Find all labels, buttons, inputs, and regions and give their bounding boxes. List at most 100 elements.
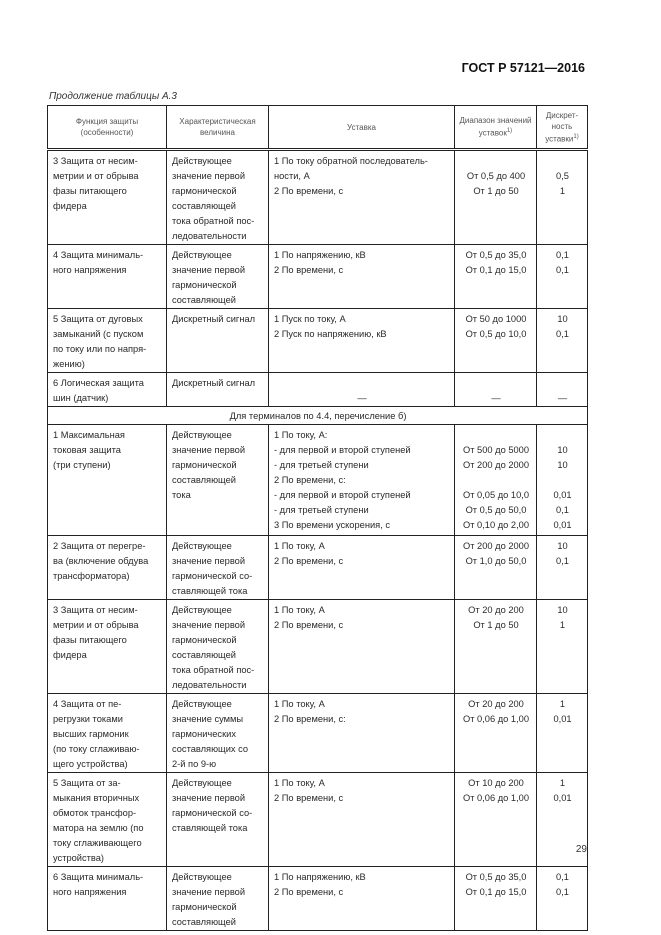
cell-step: 10 0,1 [536,308,588,373]
cell-line: 1 [559,186,566,196]
cell-text: 1 Максимальная токовая защита (три ступе… [53,430,125,470]
cell-line: 10 [557,605,568,615]
table-row: 4 Защита от пе- регрузки токами высших г… [47,693,588,773]
cell-step: 10 1 [536,599,588,694]
cell-line: 0,01 [553,714,572,724]
cell-line: 1 По току обратной последователь- [274,156,428,166]
cell-line: 2 По времени, с: [274,714,346,724]
cell-line: 10 [557,314,568,324]
cell-function: 5 Защита от за- мыкания вторичных обмото… [47,772,167,867]
cell-characteristic: Действующее значение первой гармоническо… [166,149,269,245]
cell-setting: 1 По току обратной последователь-ности, … [268,149,455,245]
cell-line [542,376,583,391]
cell-line: От 0,5 до 35,0 [465,872,527,882]
cell-line: 2 Пуск по напряжению, кВ [274,329,387,339]
table-row: 3 Защита от несим- метрии и от обрыва фа… [47,149,588,245]
cell-line: 1 По току, А [274,778,325,788]
cell-line: 10 [557,460,568,470]
section-row: Для терминалов по 4.4, перечисление б) [47,406,588,425]
cell-line: 2 По времени, с [274,793,344,803]
cell-line [542,154,583,169]
cell-function: 5 Защита от дуговых замыканий (с пуском … [47,308,167,373]
cell-line: 1 По току, А [274,541,325,551]
document-code: ГОСТ Р 57121—2016 [461,61,585,75]
cell-step: 1 0,01 [536,772,588,867]
cell-setting: 1 По току, А 2 По времени, с [268,599,455,694]
cell-line: От 1,0 до 50,0 [465,556,527,566]
header-text: Уставка [347,122,376,132]
cell-line [460,473,532,488]
cell-line: 0,5 [556,171,569,181]
cell-function: 3 Защита от несим- метрии и от обрыва фа… [47,149,167,245]
cell-line [460,154,532,169]
cell-characteristic: Действующее значение первой гармоническо… [166,424,269,536]
cell-range: От 0,5 до 35,0 От 0,1 до 15,0 [454,866,537,931]
cell-text: Действующее значение первой гармоническо… [172,872,246,927]
section-title: Для терминалов по 4.4, перечисление б) [47,406,588,425]
cell-text: 5 Защита от дуговых замыканий (с пуском … [53,314,147,369]
cell-characteristic: Действующее значение первой гармоническо… [166,866,269,931]
cell-range: От 0,5 до 35,0 От 0,1 до 15,0 [454,244,537,309]
cell-text: 5 Защита от за- мыкания вторичных обмото… [53,778,144,863]
cell-range: От 200 до 2000 От 1,0 до 50,0 [454,535,537,600]
cell-characteristic: Действующее значение первой гармоническо… [166,535,269,600]
cell-line: 1 [559,778,566,788]
cell-line: От 10 до 200 [468,778,524,788]
cell-text: Действующее значение первой гармоническо… [172,541,253,596]
cell-text: 4 Защита от пе- регрузки токами высших г… [53,699,140,769]
footnote-mark: 1) [506,128,513,135]
cell-setting: 1 По напряжению, кВ 2 По времени, с [268,866,455,931]
cell-line: 1 По току, А [274,699,325,709]
cell-function: 4 Защита от пе- регрузки токами высших г… [47,693,167,773]
cell-step: 0,5 1 [536,149,588,245]
cell-line: 0,01 [553,490,572,500]
cell-line: 0,1 [556,556,569,566]
cell-line: — [357,393,367,403]
col-header-function: Функция защиты (особенности) [47,105,167,150]
cell-setting: 1 По напряжению, кВ 2 По времени, с [268,244,455,309]
cell-line: 1 [559,699,566,709]
table-caption: Продолжение таблицы А.3 [49,91,177,102]
table-row: 2 Защита от перегре- ва (включение обдув… [47,535,588,600]
cell-line: От 20 до 200 [468,605,524,615]
cell-line: От 0,06 до 1,00 [462,714,530,724]
cell-line: 10 [557,541,568,551]
table-header-row: Функция защиты (особенности) Характерист… [47,105,588,150]
col-header-range: Диапазон значений уставок1) [454,105,537,150]
cell-line: 1 По току, А: [274,430,328,440]
cell-characteristic: Дискретный сигнал [166,372,269,407]
cell-text: Действующее значение первой гармоническо… [172,778,253,833]
cell-line: От 0,06 до 1,00 [462,793,530,803]
cell-range: От 20 до 200 От 1 до 50 [454,599,537,694]
cell-line: 0,1 [556,887,569,897]
cell-line: ности, А [274,171,310,181]
cell-text: Действующее значение первой гармоническо… [172,430,246,500]
cell-line: От 0,1 до 15,0 [465,265,527,275]
cell-setting: 1 По току, А 2 По времени, с [268,535,455,600]
cell-text: 2 Защита от перегре- ва (включение обдув… [53,541,149,581]
cell-line [542,428,583,443]
cell-text: Действующее значение первой гармоническо… [172,605,255,690]
cell-text: Дискретный сигнал [172,314,256,324]
cell-line: — [557,393,568,403]
cell-characteristic: Действующее значение первой гармоническо… [166,599,269,694]
table-row: 4 Защита минималь- ного напряжения Действ… [47,244,588,309]
cell-text: 6 Защита минималь- ного напряжения [53,872,144,897]
cell-setting: 1 По току, А: - для первой и второй ступе… [268,424,455,536]
cell-text: Действующее значение первой гармоническо… [172,250,246,305]
cell-range: — [454,372,537,407]
cell-range: От 20 до 200 От 0,06 до 1,00 [454,693,537,773]
table-row: 5 Защита от дуговых замыканий (с пуском … [47,308,588,373]
cell-step: — [536,372,588,407]
cell-step: 0,1 0,1 [536,244,588,309]
cell-line: 0,1 [556,265,569,275]
table-row: 6 Защита минималь- ного напряжения Действ… [47,866,588,931]
cell-line: 2 По времени, с [274,265,344,275]
page-number: 29 [575,844,587,855]
cell-line: 2 По времени, с [274,186,344,196]
cell-line: От 1 до 50 [473,620,519,630]
cell-line: 1 [559,620,566,630]
footnote-mark: 1) [573,133,579,140]
cell-function: 4 Защита минималь- ного напряжения [47,244,167,309]
cell-function: 3 Защита от несим- метрии и от обрыва фа… [47,599,167,694]
